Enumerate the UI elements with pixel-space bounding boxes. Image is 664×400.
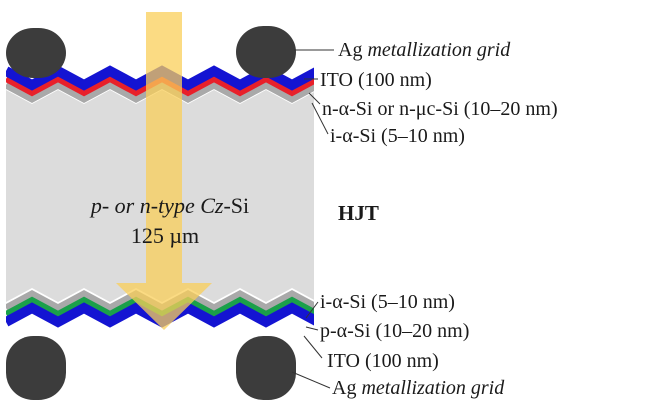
ag-contacts [6,26,296,400]
bottom-label-ito: ITO (100 nm) [327,350,439,372]
top-label-n-layer: n-α-Si or n-μc-Si (10–20 nm) [322,98,558,120]
leader-ito-bottom [303,335,323,359]
bottom-label-ag-grid: Ag metallization grid [332,377,505,399]
bottom-label-i-layer: i-α-Si (5–10 nm) [320,291,455,313]
light-arrow-icon [116,12,212,330]
bulk-label-line1: p- or n-type Cz-Si [89,193,249,218]
leader-ag-bottom [291,371,331,389]
leader-p-bottom [305,326,319,331]
cell-type-title: HJT [338,201,379,225]
top-label-i-layer: i-α-Si (5–10 nm) [330,125,465,147]
front-contact-left [6,28,66,78]
leader-i-bottom [305,301,319,319]
leader-n-top [308,92,321,105]
rear-contact-right [236,336,296,400]
bulk-label-line2: 125 µm [131,223,199,248]
rear-contact-left [6,336,66,400]
front-contact-right [236,26,296,78]
bottom-label-p-layer: p-α-Si (10–20 nm) [320,320,469,342]
leader-lines [291,49,334,389]
top-label-ag-grid: Ag metallization grid [338,39,511,61]
leader-i-top [311,102,329,135]
top-label-ito: ITO (100 nm) [320,69,432,91]
